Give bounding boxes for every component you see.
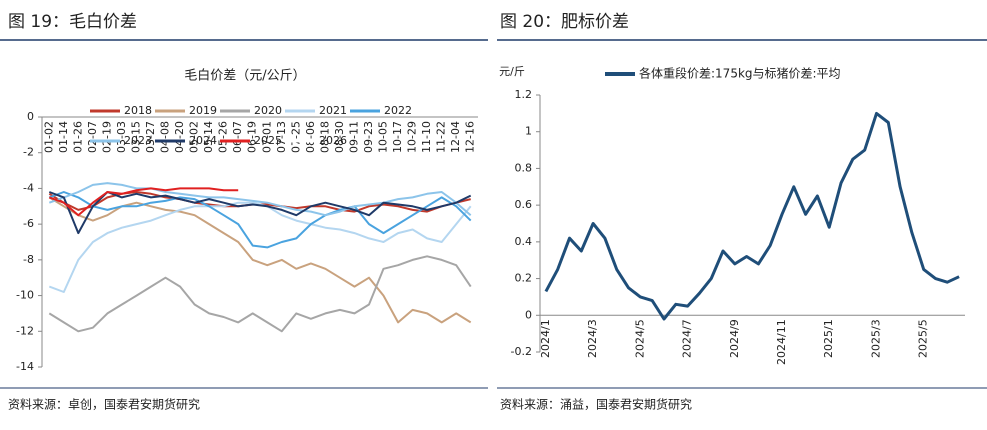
- x-tick-label: 2024/5: [633, 319, 646, 358]
- legend-label: 2022: [384, 104, 412, 117]
- x-tick-label: 07-13: [275, 121, 288, 153]
- y-tick-label: 1: [525, 125, 532, 138]
- y-tick-label: 0.8: [515, 161, 533, 174]
- x-tick-label: 03-27: [144, 121, 157, 153]
- x-tick-label: 09-23: [362, 121, 375, 153]
- y-tick-label: 0.4: [515, 235, 533, 248]
- chart-title: 毛白价差（元/公斤）: [184, 68, 305, 84]
- x-tick-label: 01-14: [57, 121, 70, 153]
- line-series: [48, 255, 472, 333]
- legend-label: 2025: [254, 134, 282, 147]
- line-series: [48, 191, 472, 235]
- source: 资料来源：涌益，国泰君安期货研究: [500, 397, 692, 412]
- x-tick-label: 2025/1: [822, 319, 835, 358]
- legend-label: 各体重段价差:175kg与标猪价差:平均: [639, 66, 841, 81]
- x-tick-label: 07-25: [289, 121, 302, 153]
- x-tick-label: 02-19: [100, 121, 113, 153]
- y-tick-label: 0.6: [515, 198, 533, 211]
- legend-label: 2026: [319, 134, 347, 147]
- line-series: [48, 196, 472, 324]
- y-axis-label: 元/斤: [499, 65, 525, 78]
- x-tick-label: 04-20: [173, 121, 186, 153]
- x-tick-label: 09-11: [347, 121, 360, 153]
- x-tick-label: 01-02: [42, 121, 55, 153]
- heading: 图 20：肥标价差: [500, 12, 629, 32]
- legend-label: 2018: [124, 104, 152, 117]
- x-tick-label: 2024/1: [539, 319, 552, 358]
- x-tick-label: 02-07: [86, 121, 99, 153]
- y-tick-label: 1.2: [515, 88, 533, 101]
- x-tick-label: 2025/3: [869, 319, 882, 358]
- x-tick-label: 08-30: [333, 121, 346, 153]
- x-tick-label: 08-18: [318, 121, 331, 153]
- x-tick-label: 04-08: [159, 121, 172, 153]
- x-tick-label: 12-04: [449, 121, 462, 153]
- x-tick-label: 2025/5: [917, 319, 930, 358]
- x-tick-label: 12-16: [464, 121, 477, 153]
- legend-label: 2021: [319, 104, 347, 117]
- y-tick-label: -0.2: [511, 345, 532, 358]
- x-tick-label: 07-01: [260, 121, 273, 153]
- line-series: [48, 182, 472, 217]
- x-tick-label: 05-02: [188, 121, 201, 153]
- line-series: [48, 191, 472, 249]
- x-tick-label: 06-19: [246, 121, 259, 153]
- line-series: [544, 111, 960, 321]
- y-tick-label: -8: [23, 253, 34, 266]
- x-tick-label: 2024/3: [586, 319, 599, 358]
- x-tick-label: 2024/7: [681, 319, 694, 358]
- x-tick-label: 03-15: [129, 121, 142, 153]
- y-tick-label: -4: [23, 181, 34, 194]
- source: 资料来源：卓创，国泰君安期货研究: [8, 397, 200, 412]
- x-tick-label: 01-26: [71, 121, 84, 153]
- x-tick-label: 06-07: [231, 121, 244, 153]
- x-tick-label: 10-17: [391, 121, 404, 153]
- legend-label: 2023: [124, 134, 152, 147]
- x-tick-label: 2024/11: [775, 319, 788, 365]
- y-tick-label: 0: [525, 308, 532, 321]
- line-series: [48, 187, 239, 217]
- x-tick-label: 08-06: [304, 121, 317, 153]
- y-tick-label: 0.2: [515, 272, 533, 285]
- y-tick-label: -6: [23, 217, 34, 230]
- x-tick-label: 10-29: [406, 121, 419, 153]
- y-tick-label: -14: [16, 360, 34, 373]
- y-tick-label: -12: [16, 324, 34, 337]
- x-tick-label: 10-05: [377, 121, 390, 153]
- x-tick-label: 2024/9: [728, 319, 741, 358]
- x-tick-label: 11-10: [420, 121, 433, 153]
- x-tick-label: 03-03: [115, 121, 128, 153]
- y-tick-label: -10: [16, 289, 34, 302]
- x-tick-label: 05-14: [202, 121, 215, 153]
- y-tick-label: -2: [23, 146, 34, 159]
- y-tick-label: 0: [27, 110, 34, 123]
- x-tick-label: 11-22: [435, 121, 448, 153]
- heading: 图 19：毛白价差: [8, 12, 137, 32]
- legend-label: 2019: [189, 104, 217, 117]
- x-tick-label: 05-26: [217, 121, 230, 153]
- legend-label: 2020: [254, 104, 282, 117]
- legend-label: 2024: [189, 134, 217, 147]
